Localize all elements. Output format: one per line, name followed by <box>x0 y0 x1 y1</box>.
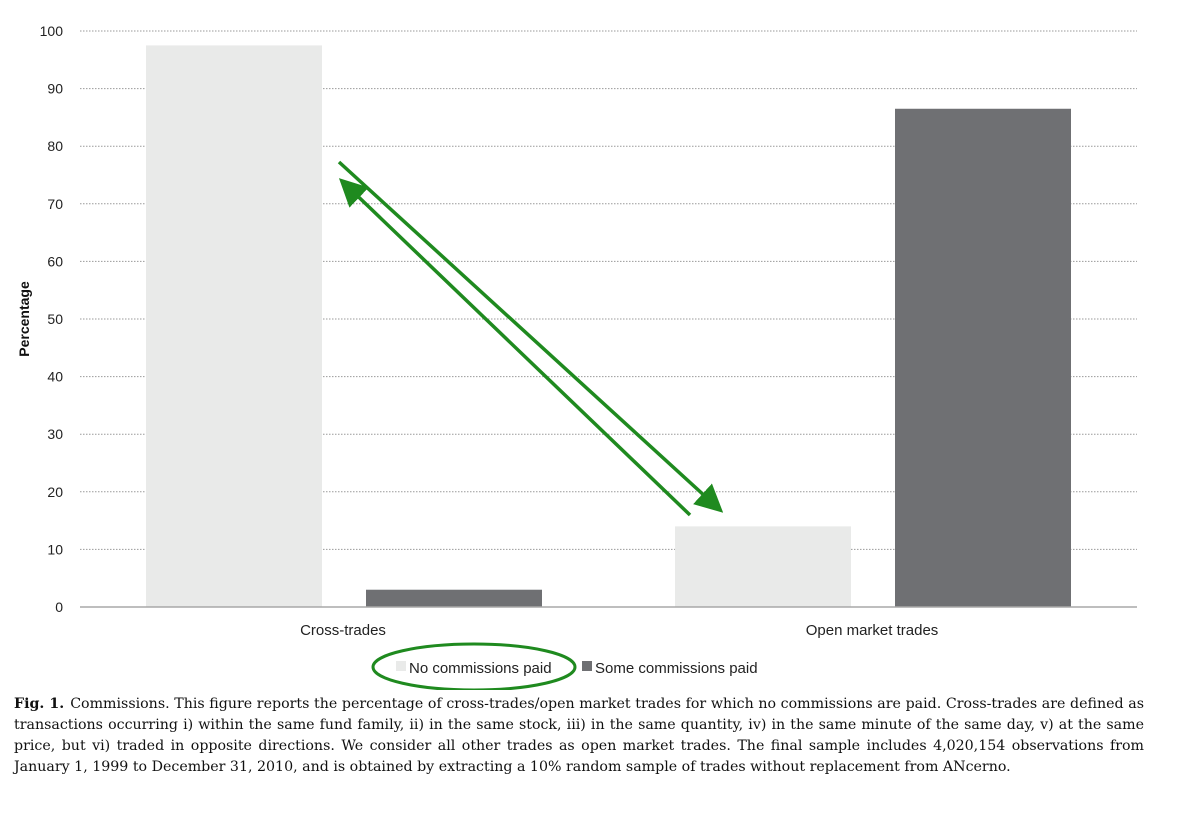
arrow-up-left <box>338 178 692 517</box>
y-tick-label: 80 <box>47 138 63 154</box>
legend-label-some-commissions: Some commissions paid <box>595 660 758 677</box>
bar-chart: 0 10 20 30 40 50 60 70 80 90 100 Cross-trades Open … <box>16 23 1137 690</box>
bar-some-commissions-cross-trades <box>366 589 542 607</box>
arrow-down-right <box>337 160 724 513</box>
x-axis-categories: Cross-trades Open market trades <box>300 622 938 639</box>
y-tick-label: 50 <box>47 311 63 327</box>
y-tick-label: 10 <box>47 541 63 557</box>
y-axis-ticks: 0 10 20 30 40 50 60 70 80 90 100 <box>40 23 64 615</box>
x-category-label: Open market trades <box>806 622 939 639</box>
y-tick-label: 60 <box>47 253 63 269</box>
caption-text: Commissions. This figure reports the per… <box>14 696 1144 775</box>
y-tick-label: 0 <box>55 599 63 615</box>
bars <box>146 45 1071 607</box>
bar-some-commissions-open-market-trades <box>895 108 1071 607</box>
y-tick-label: 70 <box>47 196 63 212</box>
y-tick-label: 40 <box>47 369 63 385</box>
legend-swatch-no-commissions <box>396 661 406 671</box>
legend-swatch-some-commissions <box>582 661 592 671</box>
gridlines <box>80 30 1137 550</box>
y-tick-label: 100 <box>40 23 64 39</box>
y-axis-label: Percentage <box>16 281 32 357</box>
y-tick-label: 90 <box>47 81 63 97</box>
figure-caption: Fig. 1. Commissions. This figure reports … <box>14 694 1144 778</box>
legend-label-no-commissions: No commissions paid <box>409 660 552 677</box>
y-tick-label: 20 <box>47 484 63 500</box>
x-category-label: Cross-trades <box>300 622 386 639</box>
legend-highlight-ellipse <box>371 642 577 690</box>
bar-no-commissions-cross-trades <box>146 45 322 607</box>
annotation-arrows <box>337 160 724 517</box>
legend: No commissions paid Some commissions pai… <box>371 642 758 690</box>
figure-label: Fig. 1. <box>14 696 65 712</box>
bar-no-commissions-open-market-trades <box>675 526 851 607</box>
y-tick-label: 30 <box>47 426 63 442</box>
